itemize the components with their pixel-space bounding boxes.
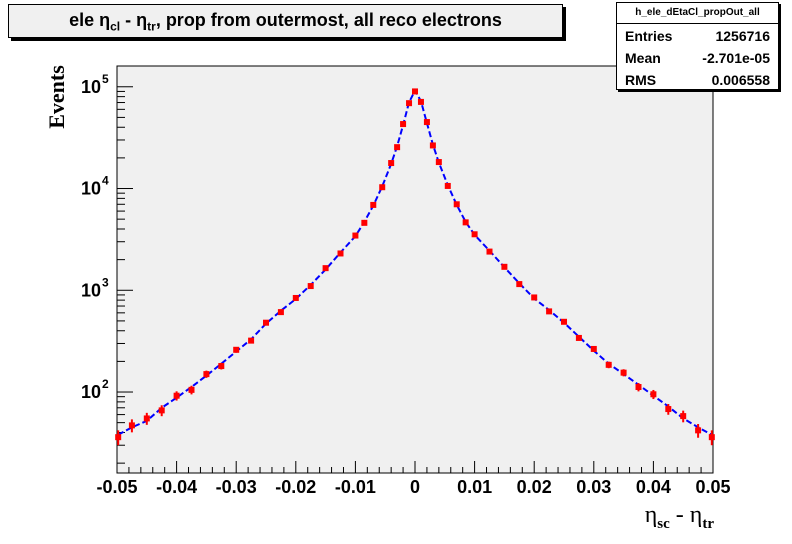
data-point xyxy=(263,319,269,326)
data-point xyxy=(203,371,210,378)
x-tick-label: -0.05 xyxy=(96,477,137,497)
data-point xyxy=(561,318,567,325)
x-tick-label: 0.05 xyxy=(695,477,730,497)
data-point xyxy=(412,88,418,95)
y-tick-label: 10 xyxy=(81,280,101,300)
y-tick-label: 10 xyxy=(81,77,101,97)
plot-frame xyxy=(116,65,714,474)
data-point xyxy=(665,406,672,413)
data-point xyxy=(531,294,538,301)
data-point xyxy=(188,386,195,393)
data-point xyxy=(605,361,612,368)
data-point xyxy=(516,281,523,288)
data-point xyxy=(361,219,368,226)
x-tick-label: 0 xyxy=(410,477,420,497)
data-point xyxy=(444,182,451,189)
stats-box: h_ele_dEtaCl_propOut_all Entries 1256716 … xyxy=(616,2,779,90)
data-point xyxy=(429,142,436,149)
data-point xyxy=(218,363,225,370)
data-point xyxy=(708,434,715,441)
data-point xyxy=(435,159,442,166)
data-point xyxy=(635,384,642,391)
y-tick-exponent: 2 xyxy=(102,377,109,391)
data-point xyxy=(394,144,401,151)
data-point xyxy=(406,100,413,107)
y-tick-label: 10 xyxy=(81,179,101,199)
x-axis-ticks xyxy=(116,461,714,473)
data-point xyxy=(128,422,135,429)
x-tick-label: -0.04 xyxy=(156,477,197,497)
data-point xyxy=(143,415,150,422)
data-point xyxy=(400,121,407,128)
data-point xyxy=(337,250,344,257)
data-point xyxy=(277,309,284,316)
data-point xyxy=(680,413,687,420)
y-tick-label: 10 xyxy=(81,382,101,402)
x-tick-label: -0.01 xyxy=(335,477,376,497)
x-tick-label: 0.02 xyxy=(517,477,552,497)
data-point xyxy=(650,391,657,398)
data-point xyxy=(695,427,702,434)
data-point xyxy=(471,231,478,238)
data-point xyxy=(292,294,299,301)
data-point xyxy=(379,184,386,191)
data-point xyxy=(575,334,582,341)
y-axis-label: Events xyxy=(44,65,69,129)
data-point xyxy=(115,434,122,441)
data-point xyxy=(590,345,597,352)
x-tick-label: -0.03 xyxy=(216,477,257,497)
x-tick-label: 0.01 xyxy=(457,477,492,497)
data-point xyxy=(486,248,493,255)
data-point xyxy=(501,263,508,270)
y-axis-ticks xyxy=(117,86,133,464)
stats-row-mean: Mean -2.701e-05 xyxy=(625,50,770,66)
stats-row-rms: RMS 0.006558 xyxy=(625,72,770,88)
x-tick-label: 0.04 xyxy=(636,477,671,497)
data-point xyxy=(370,201,377,208)
series-layer xyxy=(115,88,715,446)
data-point xyxy=(173,392,180,399)
data-point xyxy=(417,98,424,105)
data-point xyxy=(453,201,460,208)
histogram-name: h_ele_dEtaCl_propOut_all xyxy=(617,3,778,24)
data-point xyxy=(620,369,627,376)
y-tick-exponent: 4 xyxy=(102,174,109,188)
data-point xyxy=(158,407,165,414)
y-tick-exponent: 3 xyxy=(102,275,109,289)
data-point xyxy=(233,346,240,353)
data-point xyxy=(248,337,255,344)
data-point xyxy=(307,283,314,290)
chart-title: ele ηcl - ηtr, prop from outermost, all … xyxy=(69,10,502,34)
data-point xyxy=(423,119,430,126)
data-point xyxy=(462,219,469,226)
x-tick-label: 0.03 xyxy=(576,477,611,497)
x-tick-labels: -0.05 -0.04 -0.03 -0.02 -0.01 0 0.01 0.02 0.03 0.… xyxy=(96,477,730,497)
data-point xyxy=(546,308,553,315)
x-tick-label: -0.02 xyxy=(275,477,316,497)
data-point xyxy=(322,265,329,272)
data-point xyxy=(388,160,395,167)
chart-title-box: ele ηcl - ηtr, prop from outermost, all … xyxy=(8,4,563,38)
y-tick-exponent: 5 xyxy=(102,72,109,86)
stats-row-entries: Entries 1256716 xyxy=(625,28,770,44)
x-axis-label: ηsc - ηtr xyxy=(644,502,714,532)
data-point xyxy=(352,232,359,239)
